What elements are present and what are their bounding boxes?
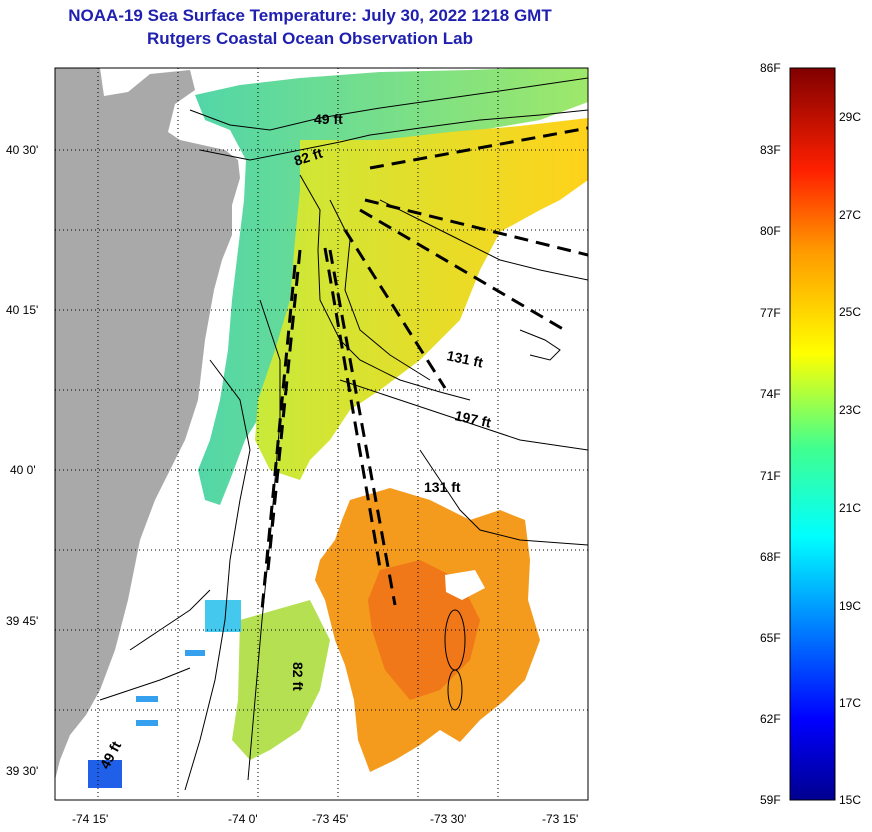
- colorbar-f-label: 86F: [760, 61, 781, 75]
- cloud-gap: [445, 570, 485, 600]
- cold-pixel: [185, 650, 205, 656]
- colorbar-f-label: 80F: [760, 224, 781, 238]
- transect-lines: [260, 126, 588, 611]
- lon-tick-label: -73 15': [542, 812, 578, 826]
- map-title: NOAA-19 Sea Surface Temperature: July 30…: [68, 6, 552, 25]
- colorbar-f-label: 83F: [760, 143, 781, 157]
- lat-tick-label: 39 30': [6, 764, 38, 778]
- cold-pixel: [136, 696, 158, 702]
- sst-coastal-band: [195, 68, 588, 505]
- colorbar-f-label: 59F: [760, 793, 781, 807]
- map-grid: [55, 68, 588, 800]
- lon-tick-label: -73 30': [430, 812, 466, 826]
- sst-south-shelf: [232, 600, 330, 760]
- colorbar-c-label: 29C: [839, 110, 861, 124]
- colorbar-c-label: 21C: [839, 501, 861, 515]
- colorbar: 86F 83F 80F 77F 74F 71F 68F 65F 62F 59F …: [760, 61, 861, 807]
- depth-label: 131 ft: [424, 479, 461, 495]
- land-mass: [55, 68, 240, 780]
- colorbar-f-label: 77F: [760, 306, 781, 320]
- cold-pixel: [205, 600, 241, 632]
- colorbar-f-label: 62F: [760, 712, 781, 726]
- lon-tick-label: -74 15': [72, 812, 108, 826]
- depth-label: 49 ft: [314, 111, 343, 127]
- colorbar-c-label: 23C: [839, 403, 861, 417]
- colorbar-c-label: 17C: [839, 696, 861, 710]
- colorbar-f-label: 65F: [760, 631, 781, 645]
- lon-tick-label: -74 0': [228, 812, 258, 826]
- colorbar-c-labels: 29C 27C 25C 23C 21C 19C 17C 15C: [839, 110, 861, 807]
- lon-tick-label: -73 45': [312, 812, 348, 826]
- colorbar-f-label: 71F: [760, 469, 781, 483]
- colorbar-c-label: 15C: [839, 793, 861, 807]
- latitude-labels: 40 30' 40 15' 40 0' 39 45' 39 30': [6, 143, 38, 778]
- cold-pixel: [88, 760, 122, 788]
- map-plot-area: [55, 68, 588, 800]
- colorbar-f-label: 74F: [760, 387, 781, 401]
- lat-tick-label: 40 15': [6, 303, 38, 317]
- depth-label: 197 ft: [453, 407, 492, 430]
- colorbar-f-labels: 86F 83F 80F 77F 74F 71F 68F 65F 62F 59F: [760, 61, 781, 807]
- depth-label: 82 ft: [290, 662, 306, 691]
- colorbar-gradient: [789, 67, 836, 801]
- lat-tick-label: 40 0': [10, 463, 36, 477]
- map-subtitle: Rutgers Coastal Ocean Observation Lab: [147, 29, 473, 48]
- colorbar-f-label: 68F: [760, 550, 781, 564]
- colorbar-c-label: 27C: [839, 208, 861, 222]
- colorbar-c-label: 25C: [839, 305, 861, 319]
- depth-label: 131 ft: [445, 347, 484, 370]
- cold-pixel: [136, 720, 158, 726]
- map-frame: [54, 67, 589, 801]
- lat-tick-label: 40 30': [6, 143, 38, 157]
- longitude-labels: -74 15' -74 0' -73 45' -73 30' -73 15': [72, 812, 578, 826]
- colorbar-c-label: 19C: [839, 599, 861, 613]
- lat-tick-label: 39 45': [6, 614, 38, 628]
